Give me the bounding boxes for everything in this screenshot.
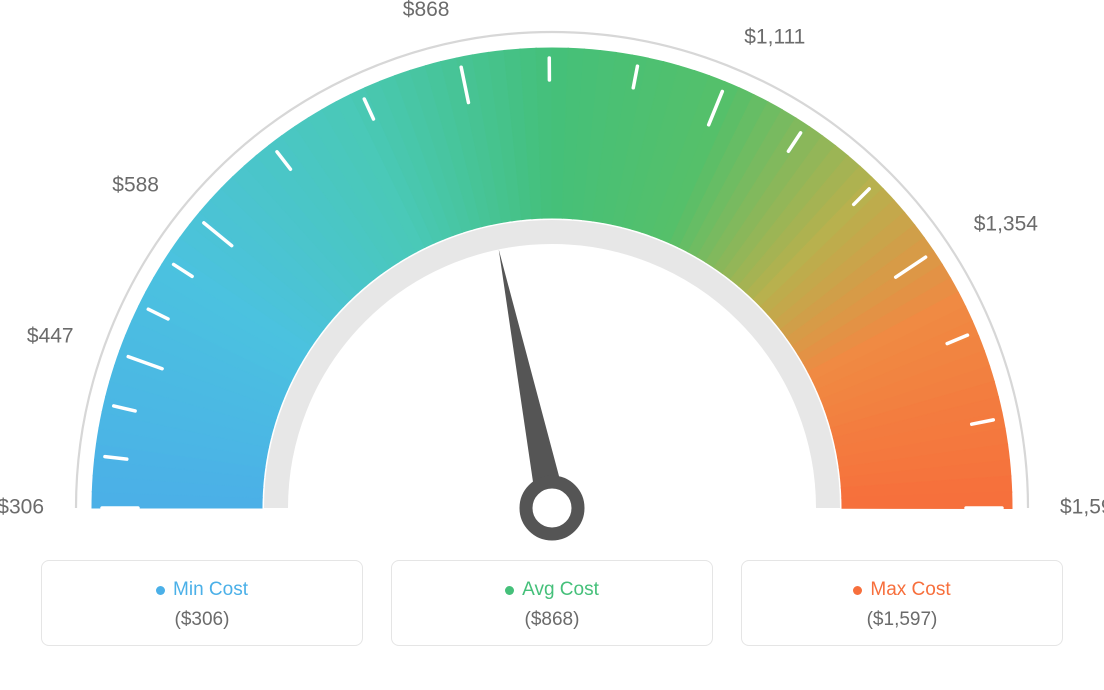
- legend-value-min: ($306): [175, 609, 230, 631]
- legend-label-max: Max Cost: [870, 579, 950, 601]
- gauge-svg: $306 $447 $588 $868 $1,111 $1,354 $1,597: [0, 0, 1104, 560]
- svg-text:$868: $868: [403, 0, 450, 21]
- svg-text:$1,354: $1,354: [974, 212, 1039, 235]
- gauge-area: $306 $447 $588 $868 $1,111 $1,354 $1,597: [0, 0, 1104, 560]
- legend-title-max: Max Cost: [853, 579, 950, 601]
- svg-text:$1,111: $1,111: [744, 25, 805, 48]
- legend-card-max: Max Cost ($1,597): [741, 560, 1063, 646]
- svg-text:$306: $306: [0, 496, 44, 519]
- legend-title-avg: Avg Cost: [505, 579, 599, 601]
- legend-dot-min: [156, 586, 165, 595]
- svg-text:$447: $447: [27, 325, 74, 348]
- legend-title-min: Min Cost: [156, 579, 248, 601]
- legend-value-max: ($1,597): [867, 609, 938, 631]
- legend-card-min: Min Cost ($306): [41, 560, 363, 646]
- legend-card-avg: Avg Cost ($868): [391, 560, 713, 646]
- legend-value-avg: ($868): [525, 609, 580, 631]
- legend-row: Min Cost ($306) Avg Cost ($868) Max Cost…: [0, 560, 1104, 646]
- legend-dot-avg: [505, 586, 514, 595]
- svg-text:$588: $588: [112, 174, 159, 197]
- legend-label-avg: Avg Cost: [522, 579, 599, 601]
- legend-dot-max: [853, 586, 862, 595]
- legend-label-min: Min Cost: [173, 579, 248, 601]
- svg-text:$1,597: $1,597: [1060, 496, 1104, 519]
- gauge-chart-container: $306 $447 $588 $868 $1,111 $1,354 $1,597 Min C…: [0, 0, 1104, 690]
